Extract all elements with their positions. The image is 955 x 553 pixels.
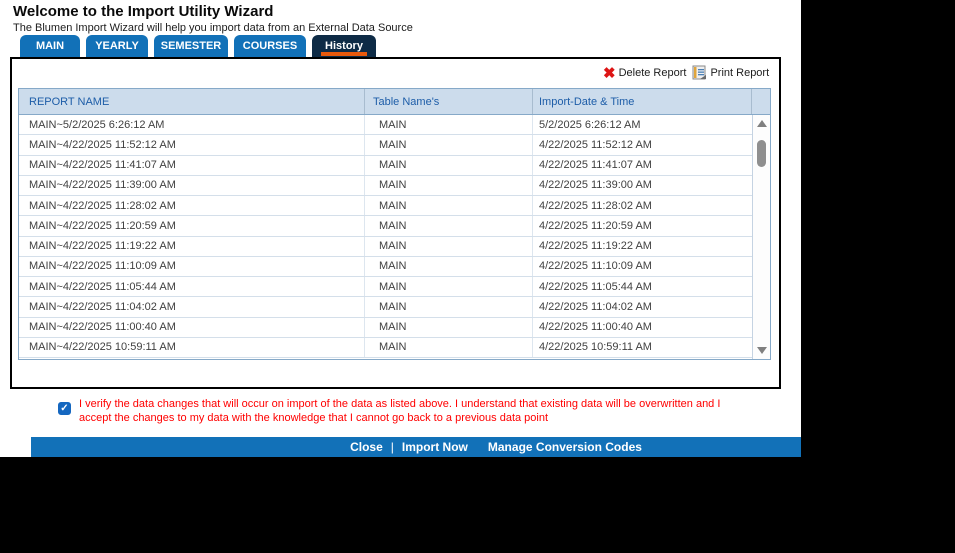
table-name-cell: MAIN [365, 236, 533, 256]
column-header-table-name: Table Name's [365, 89, 533, 114]
report-name-cell: MAIN~4/22/2025 11:41:07 AM [19, 155, 365, 175]
tab-courses-label: COURSES [242, 40, 298, 52]
print-report-label: Print Report [710, 67, 770, 79]
report-name-cell: MAIN~5/2/2025 6:26:12 AM [19, 115, 365, 135]
import-date-cell: 4/22/2025 11:52:12 AM [539, 138, 652, 151]
scroll-up-icon[interactable] [757, 120, 767, 127]
table-name-cell: MAIN [365, 135, 533, 155]
report-name-cell: MAIN~4/22/2025 11:10:09 AM [19, 256, 365, 276]
table-row[interactable]: MAIN~4/22/2025 11:41:07 AM MAIN 4/22/2025 … [19, 155, 752, 176]
import-date-cell: 5/2/2025 6:26:12 AM [539, 118, 641, 131]
manage-conversion-codes-button[interactable]: Manage Conversion Codes [487, 440, 642, 454]
scrollbar-thumb[interactable] [757, 140, 766, 167]
table-name-cell: MAIN [365, 196, 533, 216]
tab-semester[interactable]: SEMESTER [154, 35, 228, 57]
page-title: Welcome to the Import Utility Wizard [13, 3, 274, 20]
tab-yearly[interactable]: YEARLY [86, 35, 148, 57]
table-name-cell: MAIN [365, 297, 533, 317]
report-name-cell: MAIN~4/22/2025 11:28:02 AM [19, 196, 365, 216]
import-date-cell: 4/22/2025 10:59:11 AM [539, 341, 652, 354]
table-row[interactable]: MAIN~4/22/2025 11:28:02 AM MAIN 4/22/2025 … [19, 196, 752, 217]
table-row[interactable]: MAIN~4/22/2025 11:20:59 AM MAIN 4/22/2025 … [19, 216, 752, 237]
table-name-cell: MAIN [365, 175, 533, 195]
table-name-cell: MAIN [365, 155, 533, 175]
column-header-scroll-spacer [752, 89, 770, 114]
table-body: MAIN~5/2/2025 6:26:12 AM MAIN 5/2/2025 6:2… [19, 115, 752, 359]
close-button[interactable]: Close [350, 440, 383, 454]
report-history-table: REPORT NAME Table Name's Import-Date & T… [18, 88, 771, 360]
table-row[interactable]: MAIN~4/22/2025 11:04:02 AM MAIN 4/22/2025 … [19, 297, 752, 318]
import-date-cell: 4/22/2025 11:28:02 AM [539, 199, 652, 212]
delete-x-icon: ✖ [603, 64, 616, 82]
table-row[interactable]: MAIN~4/22/2025 11:52:12 AM MAIN 4/22/2025 … [19, 135, 752, 156]
import-date-cell: 4/22/2025 11:05:44 AM [539, 280, 652, 293]
table-row[interactable]: MAIN~4/22/2025 11:05:44 AM MAIN 4/22/2025 … [19, 277, 752, 298]
table-name-cell: MAIN [365, 256, 533, 276]
import-date-cell: 4/22/2025 11:41:07 AM [539, 159, 652, 172]
table-name-cell: MAIN [365, 216, 533, 236]
active-tab-underline [321, 52, 367, 56]
verify-warning-text: I verify the data changes that will occu… [79, 398, 721, 424]
import-date-cell: 4/22/2025 11:20:59 AM [539, 219, 652, 232]
import-date-cell: 4/22/2025 11:10:09 AM [539, 260, 652, 273]
table-row[interactable]: MAIN~4/22/2025 10:59:11 AM MAIN 4/22/2025 … [19, 337, 752, 358]
import-date-cell: 4/22/2025 11:39:00 AM [539, 179, 652, 192]
print-report-icon [691, 65, 707, 81]
verify-checkbox[interactable]: ✓ [58, 402, 71, 415]
table-name-cell: MAIN [365, 115, 533, 135]
table-row[interactable]: MAIN~5/2/2025 6:26:12 AM MAIN 5/2/2025 6:2… [19, 115, 752, 136]
report-name-cell: MAIN~4/22/2025 11:19:22 AM [19, 236, 365, 256]
table-row[interactable]: MAIN~4/22/2025 11:19:22 AM MAIN 4/22/2025 … [19, 236, 752, 257]
tab-main-label: MAIN [35, 40, 65, 52]
report-name-cell: MAIN~4/22/2025 11:52:12 AM [19, 135, 365, 155]
confirmation-row: ✓ I verify the data changes that will oc… [58, 398, 726, 425]
tab-history[interactable]: History [312, 35, 376, 57]
wizard-dialog: Welcome to the Import Utility Wizard The… [0, 0, 801, 457]
table-scrollbar[interactable] [752, 115, 770, 359]
report-name-cell: MAIN~4/22/2025 11:20:59 AM [19, 216, 365, 236]
scroll-down-icon[interactable] [757, 347, 767, 354]
tab-yearly-label: YEARLY [95, 40, 139, 52]
report-toolbar: ✖ Delete Report Print Report [603, 63, 769, 83]
table-row[interactable]: MAIN~4/22/2025 11:10:09 AM MAIN 4/22/2025 … [19, 256, 752, 277]
table-name-cell: MAIN [365, 277, 533, 297]
table-row[interactable]: MAIN~4/22/2025 11:00:40 AM MAIN 4/22/2025 … [19, 317, 752, 338]
page-subtitle: The Blumen Import Wizard will help you i… [13, 22, 413, 34]
import-date-cell: 4/22/2025 11:19:22 AM [539, 240, 652, 253]
report-name-cell: MAIN~4/22/2025 11:05:44 AM [19, 277, 365, 297]
import-date-cell: 4/22/2025 11:04:02 AM [539, 300, 652, 313]
tab-semester-label: SEMESTER [160, 40, 222, 52]
table-name-cell: MAIN [365, 317, 533, 337]
import-date-cell: 4/22/2025 11:00:40 AM [539, 321, 652, 334]
table-name-cell: MAIN [365, 337, 533, 357]
print-report-button[interactable]: Print Report [691, 65, 769, 81]
report-name-cell: MAIN~4/22/2025 11:04:02 AM [19, 297, 365, 317]
column-header-import-date: Import-Date & Time [533, 89, 752, 114]
delete-report-label: Delete Report [618, 67, 687, 79]
tab-history-label: History [325, 40, 363, 52]
footer-separator: | [390, 440, 394, 454]
delete-report-button[interactable]: ✖ Delete Report [603, 66, 686, 81]
column-header-report-name: REPORT NAME [19, 89, 365, 114]
footer-links: Close | Import Now Manage Conversion Cod… [350, 440, 642, 454]
report-name-cell: MAIN~4/22/2025 10:59:11 AM [19, 337, 365, 357]
tab-main[interactable]: MAIN [20, 35, 80, 57]
tab-courses[interactable]: COURSES [234, 35, 306, 57]
footer-action-bar: Close | Import Now Manage Conversion Cod… [31, 437, 801, 457]
table-row[interactable]: MAIN~4/22/2025 11:39:00 AM MAIN 4/22/2025 … [19, 175, 752, 196]
import-now-button[interactable]: Import Now [401, 440, 468, 454]
table-header-row: REPORT NAME Table Name's Import-Date & T… [19, 89, 770, 115]
report-name-cell: MAIN~4/22/2025 11:39:00 AM [19, 175, 365, 195]
report-name-cell: MAIN~4/22/2025 11:00:40 AM [19, 317, 365, 337]
